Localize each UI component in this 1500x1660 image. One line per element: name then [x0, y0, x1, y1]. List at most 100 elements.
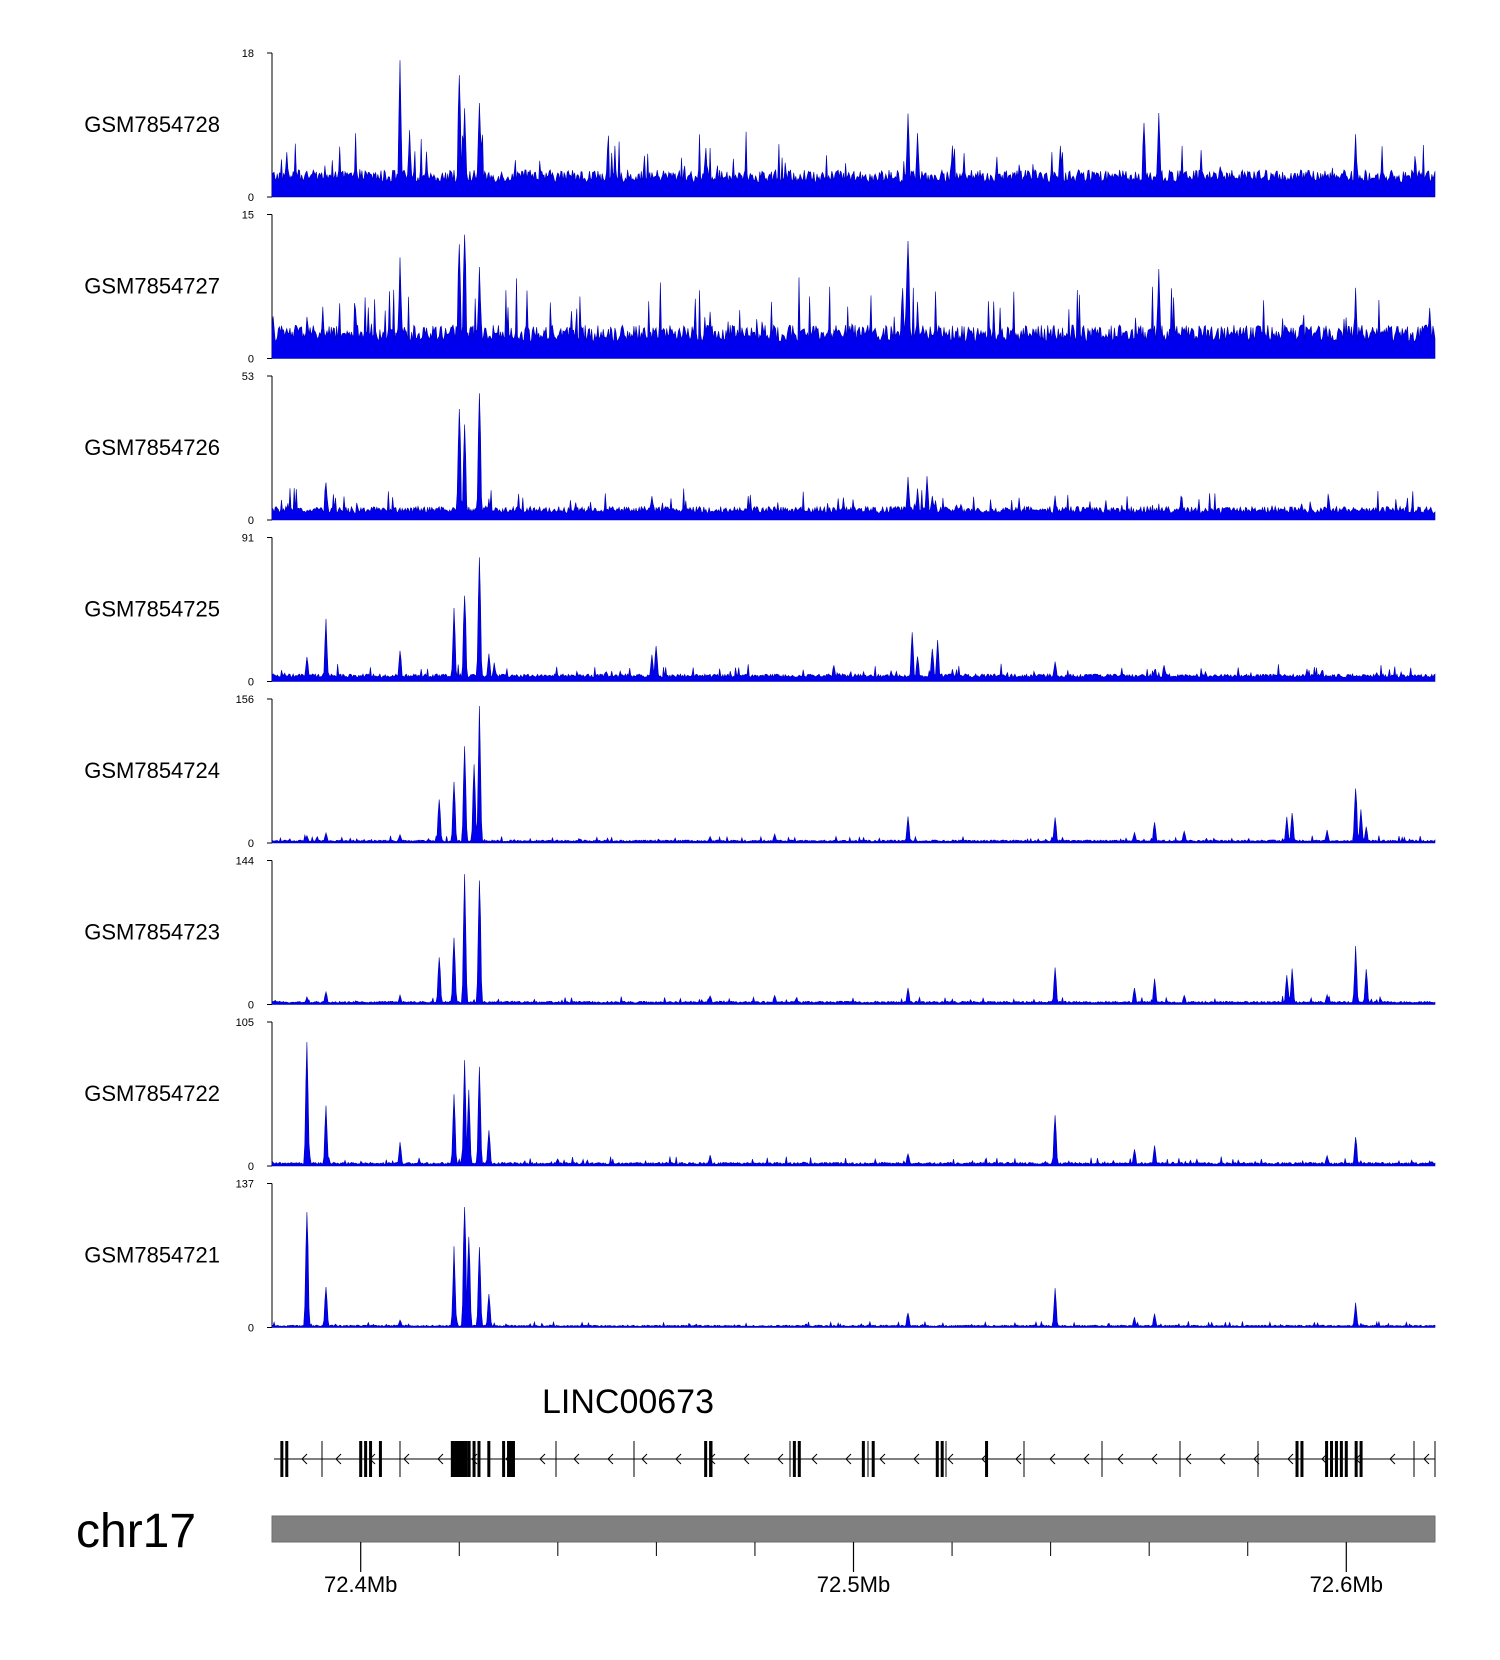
signal-tracks: GSM7854728180GSM7854727150GSM7854726530G… [84, 48, 1436, 1335]
exon [1330, 1441, 1334, 1477]
signal-area [271, 393, 1436, 521]
exon [1295, 1441, 1299, 1477]
exon [472, 1441, 476, 1477]
track-label: GSM7854721 [84, 1243, 220, 1268]
signal-area [271, 234, 1436, 359]
gene-name: LINC00673 [542, 1383, 714, 1421]
track-label: GSM7854723 [84, 920, 220, 945]
strand-arrow [777, 1453, 784, 1465]
track-GSM7854723: GSM7854723 144 0 [84, 856, 1436, 1012]
exon [940, 1441, 944, 1477]
strand-arrow [573, 1453, 580, 1465]
strand-arrow [743, 1453, 750, 1465]
strand-arrow [1049, 1453, 1056, 1465]
strand-arrow [539, 1453, 546, 1465]
y-tick-label-min: 0 [248, 1161, 254, 1173]
exon [1354, 1441, 1358, 1477]
exon [460, 1441, 468, 1477]
exon [1344, 1441, 1348, 1477]
chromosome-axis: chr17 72.4Mb 72.5Mb 72.6Mb [76, 1505, 1436, 1597]
y-tick-label-min: 0 [248, 1323, 254, 1335]
strand-arrow [845, 1453, 852, 1465]
signal-area [271, 1206, 1436, 1328]
signal-area [271, 557, 1436, 682]
track-GSM7854727: GSM7854727 15 0 [84, 210, 1436, 366]
strand-arrow [403, 1453, 410, 1465]
chromosome-label: chr17 [76, 1505, 196, 1558]
track-label: GSM7854722 [84, 1081, 220, 1106]
strand-arrow [1185, 1453, 1192, 1465]
track-label: GSM7854725 [84, 597, 220, 622]
exon [1339, 1441, 1343, 1477]
exon [378, 1441, 382, 1477]
y-tick-label-max: 156 [236, 694, 254, 706]
exon [285, 1441, 289, 1477]
track-label: GSM7854724 [84, 758, 220, 783]
exon [511, 1441, 515, 1477]
exon [797, 1441, 801, 1477]
track-GSM7854721: GSM7854721 137 0 [84, 1179, 1436, 1335]
track-label: GSM7854726 [84, 435, 220, 460]
strand-arrow [641, 1453, 648, 1465]
exon [935, 1441, 939, 1477]
strand-arrow [607, 1453, 614, 1465]
track-GSM7854724: GSM7854724 156 0 [84, 694, 1436, 850]
y-tick-label-max: 91 [242, 533, 254, 545]
exon [467, 1441, 471, 1477]
strand-arrow [879, 1453, 886, 1465]
strand-arrow [1219, 1453, 1226, 1465]
track-label: GSM7854727 [84, 274, 220, 299]
exon [509, 1441, 513, 1477]
track-GSM7854725: GSM7854725 91 0 [84, 533, 1436, 689]
signal-area [271, 705, 1436, 844]
track-GSM7854722: GSM7854722 105 0 [84, 1017, 1436, 1173]
exon [871, 1441, 875, 1477]
exon [792, 1441, 796, 1477]
track-GSM7854728: GSM7854728 18 0 [84, 48, 1436, 204]
exon [502, 1441, 506, 1477]
y-tick-label-max: 144 [236, 856, 254, 868]
signal-area [271, 874, 1436, 1005]
exon [704, 1441, 708, 1477]
y-tick-label-min: 0 [248, 677, 254, 689]
strand-arrow [1423, 1453, 1430, 1465]
track-GSM7854726: GSM7854726 53 0 [84, 371, 1436, 527]
y-tick-label-max: 137 [236, 1179, 254, 1191]
x-tick-label: 72.6Mb [1310, 1572, 1383, 1597]
y-tick-label-min: 0 [248, 838, 254, 850]
y-tick-label-min: 0 [248, 192, 254, 204]
strand-arrow [437, 1453, 444, 1465]
track-label: GSM7854728 [84, 112, 220, 137]
y-tick-label-max: 105 [236, 1017, 254, 1029]
signal-area [271, 60, 1436, 198]
strand-arrow [335, 1453, 342, 1465]
strand-arrow [947, 1453, 954, 1465]
x-tick-label: 72.4Mb [324, 1572, 397, 1597]
strand-arrow [1151, 1453, 1158, 1465]
strand-arrow [1015, 1453, 1022, 1465]
strand-arrow [1117, 1453, 1124, 1465]
exon [455, 1441, 463, 1477]
exon [477, 1441, 481, 1477]
y-tick-label-min: 0 [248, 354, 254, 366]
y-tick-label-max: 15 [242, 210, 254, 222]
gene-track: LINC00673 [274, 1383, 1436, 1477]
exon [1300, 1441, 1304, 1477]
chromosome-bar [271, 1515, 1436, 1543]
x-tick-label: 72.5Mb [817, 1572, 890, 1597]
exon [450, 1441, 458, 1477]
exon [1359, 1441, 1363, 1477]
y-tick-label-max: 18 [242, 48, 254, 60]
strand-arrow [1253, 1453, 1260, 1465]
exon [369, 1441, 373, 1477]
y-tick-label-min: 0 [248, 1000, 254, 1012]
exon [364, 1441, 368, 1477]
exon [280, 1441, 284, 1477]
exon [507, 1441, 511, 1477]
exon [487, 1441, 491, 1477]
exon [359, 1441, 363, 1477]
strand-arrow [1389, 1453, 1396, 1465]
strand-arrow [301, 1453, 308, 1465]
strand-arrow [913, 1453, 920, 1465]
